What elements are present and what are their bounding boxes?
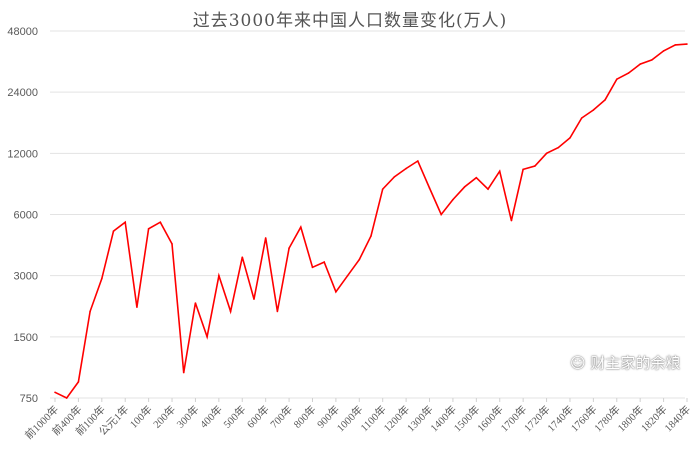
data-point	[323, 261, 325, 263]
x-tick-label: 500年	[221, 403, 249, 431]
data-point	[241, 256, 244, 258]
population-line	[54, 43, 688, 400]
data-point	[487, 188, 489, 190]
data-point	[557, 146, 560, 149]
chart-title: 过去3000年来中国人口数量变化(万人)	[192, 11, 508, 31]
data-point	[54, 391, 56, 394]
data-point	[534, 165, 536, 167]
watermark: ☺ 财主家的余粮	[570, 352, 680, 373]
data-point	[639, 63, 641, 65]
data-point	[417, 160, 419, 162]
y-tick-label: 750	[20, 393, 38, 405]
data-point	[101, 277, 103, 280]
data-point	[112, 230, 115, 232]
wechat-icon: ☺	[570, 354, 586, 372]
data-point	[662, 50, 665, 52]
x-tick-label: 200年	[150, 403, 178, 431]
y-tick-label: 24000	[7, 87, 38, 99]
x-tick-label: 400年	[197, 403, 225, 431]
data-point	[288, 247, 290, 249]
data-point	[370, 235, 372, 237]
data-point	[393, 175, 396, 178]
data-point	[194, 302, 197, 304]
x-tick-label: 300年	[174, 403, 202, 431]
x-tick-label: 800年	[291, 403, 319, 431]
data-point	[346, 274, 349, 277]
data-point	[569, 137, 571, 139]
data-point	[674, 44, 677, 46]
y-tick-label: 6000	[14, 210, 38, 222]
data-point	[276, 310, 279, 313]
data-point	[627, 72, 630, 74]
data-point	[686, 43, 688, 45]
data-point	[65, 397, 68, 399]
x-tick-label: 700年	[267, 403, 295, 431]
data-point	[580, 117, 583, 119]
data-point	[218, 274, 220, 277]
data-point	[147, 228, 150, 230]
data-point	[381, 188, 384, 190]
x-tick-label: 1840年	[662, 403, 693, 434]
data-point	[77, 381, 80, 383]
data-point	[253, 298, 255, 300]
y-tick-label: 48000	[7, 26, 38, 38]
data-point	[463, 186, 466, 188]
data-point	[358, 258, 361, 261]
data-point	[510, 219, 513, 222]
data-point	[545, 152, 548, 155]
data-point	[475, 176, 478, 179]
data-point	[159, 221, 162, 223]
data-point	[440, 213, 443, 216]
data-point	[498, 170, 501, 173]
data-point	[311, 266, 314, 269]
y-tick-label: 3000	[14, 271, 38, 283]
x-tick-label: 600年	[244, 403, 272, 431]
data-point	[335, 290, 337, 293]
data-point	[136, 306, 138, 308]
data-point	[615, 78, 618, 80]
data-point	[299, 226, 302, 228]
data-point	[229, 310, 232, 313]
data-point	[182, 371, 185, 374]
data-point	[171, 243, 173, 245]
y-tick-label: 12000	[7, 148, 38, 160]
data-point	[124, 221, 127, 223]
data-point	[604, 99, 606, 101]
y-tick-label: 1500	[14, 332, 38, 344]
data-point	[592, 109, 595, 111]
data-point	[206, 336, 208, 338]
x-tick-label: 100年	[127, 403, 155, 431]
data-point	[89, 310, 91, 313]
data-point	[651, 59, 653, 61]
data-point	[264, 237, 267, 239]
data-point	[428, 187, 431, 189]
watermark-text: 财主家的余粮	[590, 354, 681, 372]
x-tick-label: 1000年	[334, 403, 365, 434]
data-point	[405, 167, 407, 170]
data-point	[522, 168, 524, 171]
data-point	[452, 198, 454, 201]
